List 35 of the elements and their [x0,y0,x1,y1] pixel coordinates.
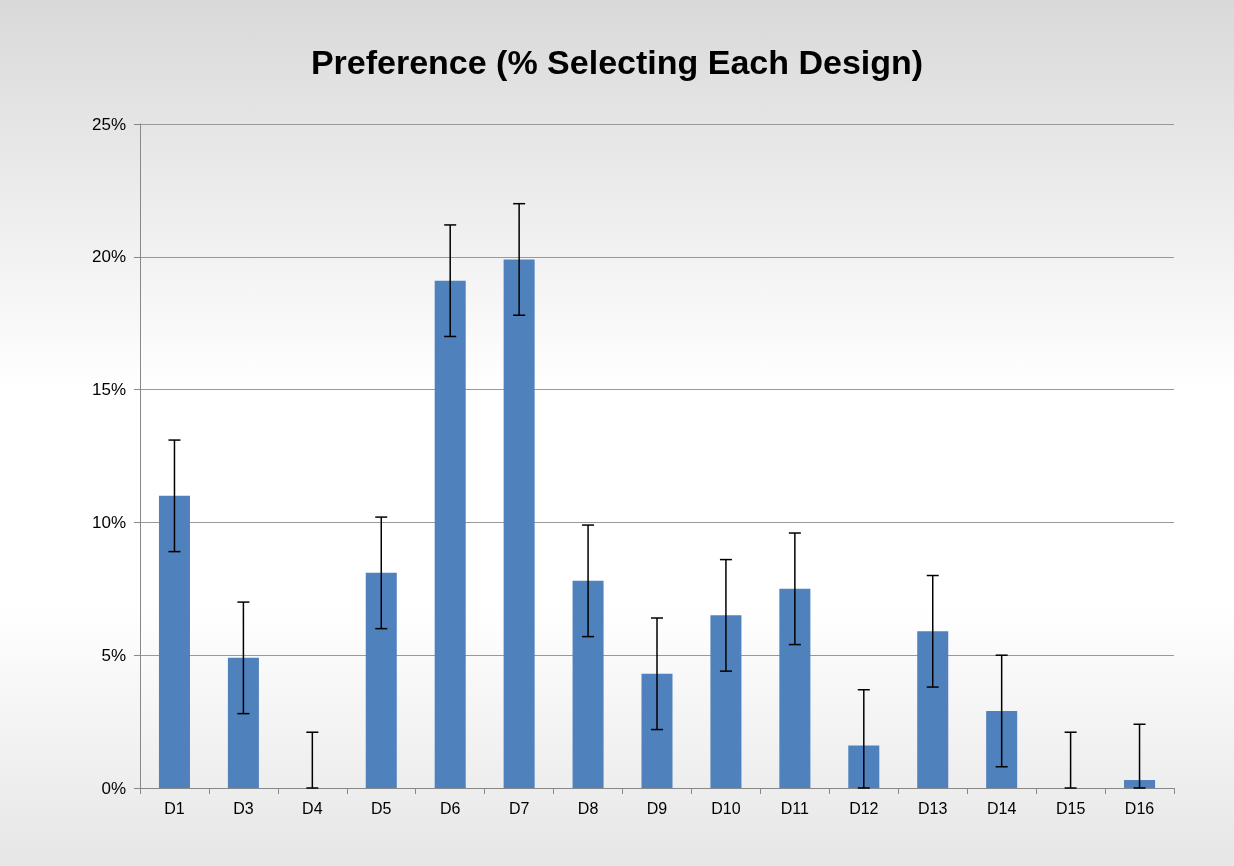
x-tick-label: D7 [508,799,530,817]
x-tick-label: D3 [233,799,254,817]
y-tick-label: 20% [91,247,126,267]
y-tick-label: 15% [91,380,126,400]
x-tick-label: D12 [849,799,879,817]
x-tick-label: D9 [646,799,668,817]
bar [572,580,604,788]
bar [365,572,397,788]
y-tick-label: 25% [91,114,126,134]
chart-title: Preference (% Selecting Each Design) [310,43,924,81]
bar [917,631,949,788]
bar [503,259,535,788]
bar [227,657,259,788]
x-tick-label: D13 [918,799,948,817]
bar [434,280,466,788]
x-tick-label: D15 [1055,799,1086,817]
bar [710,615,742,788]
bar [779,588,811,788]
y-tick-label: 5% [101,645,126,665]
x-tick-label: D8 [577,799,599,817]
y-tick-label: 10% [91,512,126,532]
bar [641,673,673,788]
bar [1124,780,1156,788]
x-tick-label: D4 [302,799,323,817]
bar [848,745,880,788]
x-tick-label: D16 [1124,799,1155,817]
bar [986,710,1018,788]
x-tick-label: D1 [164,799,185,817]
x-tick-label: D14 [986,799,1017,817]
x-tick-label: D10 [711,799,741,817]
bar [158,495,190,788]
x-tick-label: D5 [371,799,392,817]
x-tick-label: D11 [780,799,810,817]
x-tick-label: D6 [439,799,461,817]
y-tick-label: 0% [101,778,126,798]
